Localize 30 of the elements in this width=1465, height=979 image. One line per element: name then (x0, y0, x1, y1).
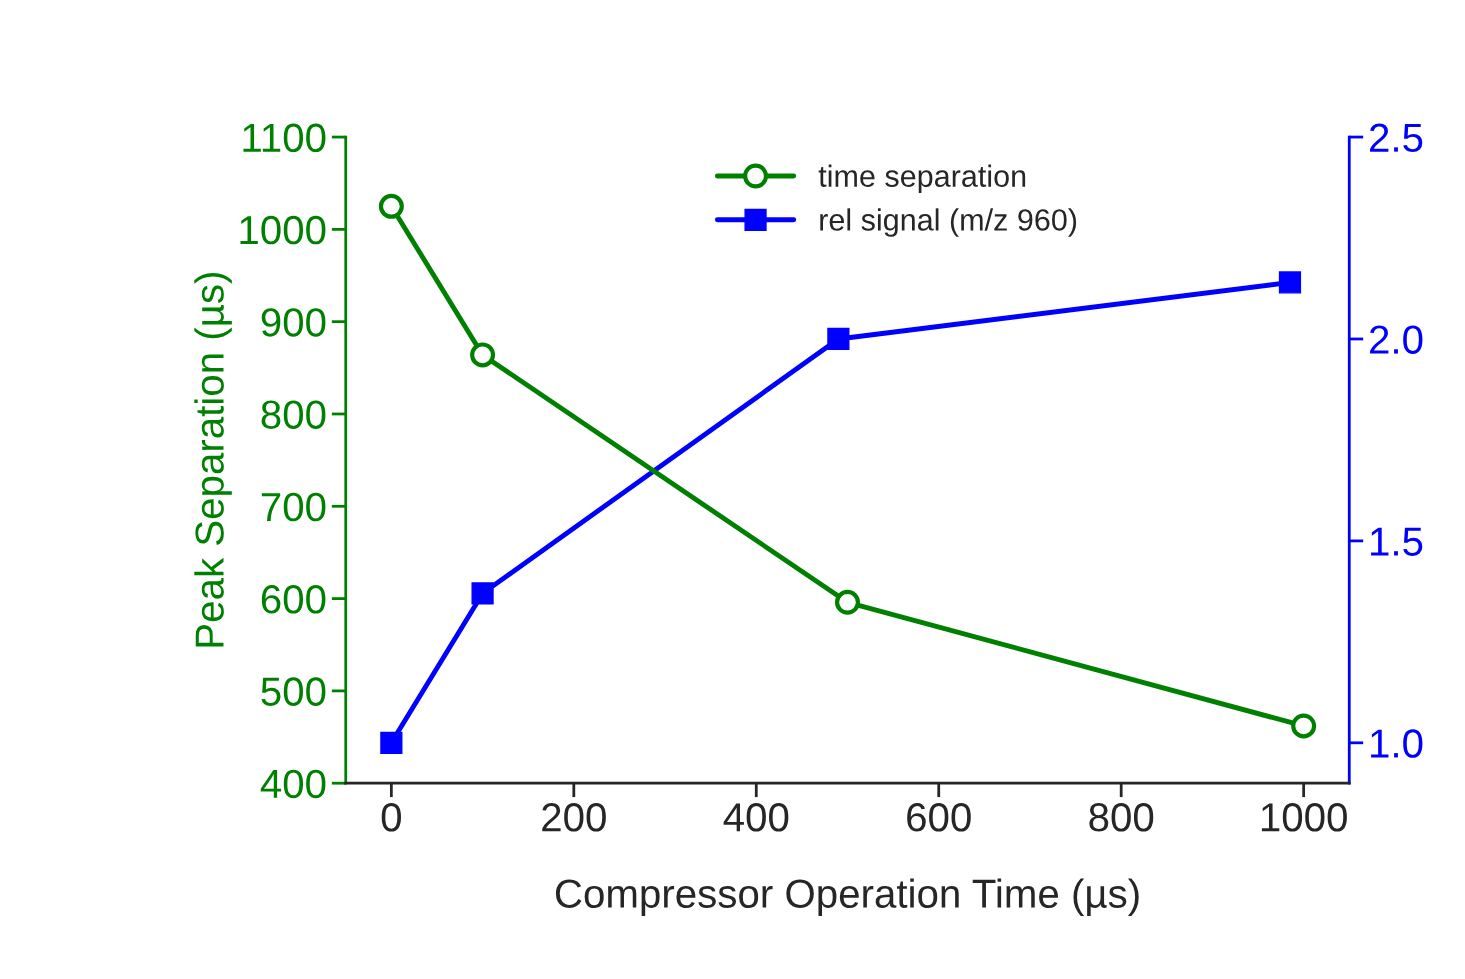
legend-label: time separation (818, 164, 1026, 194)
y-axis-title: Peak Separation (µs) (194, 273, 232, 647)
y-tick-label: 900 (261, 308, 326, 337)
y2-tick-label: 1.0 (1371, 729, 1423, 758)
x-tick-label: 1000 (1261, 803, 1347, 832)
y2-tick-label: 2.0 (1370, 325, 1423, 354)
x-tick-label: 200 (542, 803, 606, 832)
point (1291, 713, 1317, 739)
y2-tick-label: 1.5 (1371, 527, 1423, 556)
y-tick-label: 600 (261, 585, 326, 614)
point (380, 731, 403, 754)
x-tick-label: 600 (907, 803, 971, 832)
point (378, 193, 404, 219)
point (827, 327, 850, 351)
y-tick-label: 800 (261, 400, 326, 429)
y-tick-label: 400 (260, 769, 326, 799)
y-tick-label: 500 (261, 677, 326, 706)
point (1278, 271, 1302, 294)
point (835, 589, 861, 615)
y-tick-label: 700 (261, 492, 326, 522)
legend-label: rel signal (m/z 960) (820, 208, 1077, 237)
x-tick-label: 0 (381, 803, 401, 832)
point (471, 582, 494, 605)
point (470, 342, 496, 368)
y-tick-label: 1000 (240, 215, 326, 245)
y2-tick-label: 2.5 (1370, 123, 1423, 153)
x-tick-label: 400 (723, 803, 789, 832)
x-tick-label: 800 (1089, 803, 1154, 832)
y-tick-label: 1100 (243, 123, 326, 153)
x-axis-title: Compressor Operation Time (µs) (555, 878, 1139, 916)
